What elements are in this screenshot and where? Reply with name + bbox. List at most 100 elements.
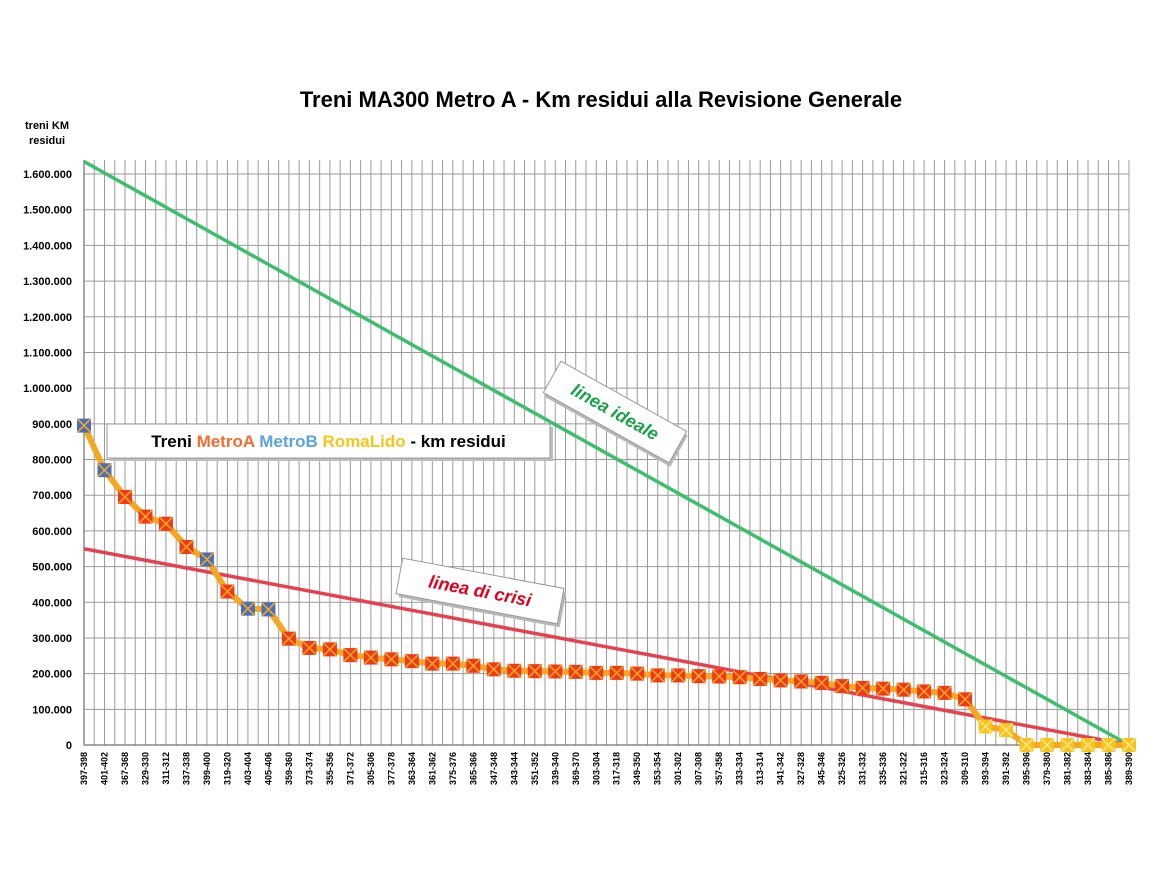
x-tick-label: 339-340 bbox=[550, 752, 560, 785]
x-tick-label: 313-314 bbox=[755, 752, 765, 785]
x-tick-label: 403-404 bbox=[243, 752, 253, 785]
label-frame bbox=[395, 557, 565, 625]
data-point bbox=[794, 674, 809, 689]
data-point bbox=[220, 584, 235, 599]
data-point bbox=[384, 652, 399, 667]
data-point bbox=[1080, 737, 1096, 753]
y-tick-label: 1.500.000 bbox=[23, 205, 72, 217]
x-tick-label: 301-302 bbox=[673, 752, 683, 785]
data-point bbox=[835, 679, 850, 694]
y-tick-label: 1.000.000 bbox=[23, 383, 72, 395]
x-tick-label: 385-386 bbox=[1104, 752, 1114, 785]
x-tick-label: 309-310 bbox=[960, 752, 970, 785]
data-point bbox=[199, 552, 215, 567]
x-tick-label: 379-380 bbox=[1042, 752, 1052, 785]
legend-entry: MetroA bbox=[197, 432, 255, 451]
x-tick-label: 311-312 bbox=[161, 752, 171, 785]
data-point bbox=[855, 680, 870, 695]
y-tick-label: 900.000 bbox=[32, 419, 72, 431]
x-tick-label: 321-322 bbox=[899, 752, 909, 785]
legend-entry: Treni bbox=[151, 432, 196, 451]
data-point bbox=[732, 670, 747, 685]
data-point bbox=[507, 663, 522, 678]
reference-line-label-box: linea ideale bbox=[542, 360, 688, 467]
data-point bbox=[609, 665, 624, 680]
legend-frame bbox=[106, 423, 551, 459]
x-tick-label: 393-394 bbox=[981, 752, 991, 785]
legend: Treni MetroA MetroB RomaLido - km residu… bbox=[106, 423, 553, 461]
y-tick-label: 700.000 bbox=[32, 490, 72, 502]
x-tick-label: 405-406 bbox=[263, 752, 273, 785]
data-point bbox=[589, 665, 604, 680]
x-tick-label: 373-374 bbox=[304, 752, 314, 785]
y-tick-label: 200.000 bbox=[32, 669, 72, 681]
data-point bbox=[712, 669, 727, 684]
x-tick-label: 381-382 bbox=[1063, 752, 1073, 785]
data-point bbox=[425, 656, 440, 671]
reference-line bbox=[83, 546, 1130, 747]
x-tick-label: 331-332 bbox=[858, 752, 868, 785]
data-point bbox=[958, 692, 973, 707]
data-point bbox=[466, 658, 481, 673]
data-point bbox=[1019, 737, 1034, 753]
y-tick-label: 100.000 bbox=[32, 704, 72, 716]
y-axis-label-line2: residui bbox=[29, 135, 65, 147]
data-point bbox=[322, 642, 337, 657]
x-tick-label: 315-316 bbox=[919, 752, 929, 785]
x-tick-label: 363-364 bbox=[407, 752, 417, 785]
y-tick-labels: 0 100.000 200.000 300.000 400.000 500.000 600.… bbox=[23, 169, 72, 752]
x-tick-label: 329-330 bbox=[140, 752, 150, 785]
x-tick-label: 389-390 bbox=[1124, 752, 1134, 785]
legend-entry: MetroB bbox=[259, 432, 318, 451]
x-tick-label: 341-342 bbox=[776, 752, 786, 785]
x-tick-label: 397-398 bbox=[79, 752, 89, 785]
x-tick-label: 355-356 bbox=[325, 752, 335, 785]
data-point bbox=[302, 640, 317, 655]
x-tick-label: 333-334 bbox=[735, 752, 745, 785]
x-tick-label: 401-402 bbox=[99, 752, 109, 785]
data-point bbox=[445, 656, 460, 671]
data-point bbox=[179, 539, 194, 555]
data-point bbox=[773, 673, 788, 688]
data-point bbox=[486, 662, 501, 677]
data-point bbox=[404, 654, 419, 669]
x-tick-label: 325-326 bbox=[837, 752, 847, 785]
data-point bbox=[1039, 737, 1055, 753]
data-point bbox=[138, 509, 153, 524]
x-tick-label: 377-378 bbox=[386, 752, 396, 785]
x-tick-label: 345-346 bbox=[817, 752, 827, 785]
data-point bbox=[568, 664, 583, 679]
data-point bbox=[240, 601, 255, 616]
data-point bbox=[753, 671, 768, 687]
y-tick-label: 300.000 bbox=[32, 633, 72, 645]
data-point bbox=[527, 664, 542, 679]
y-tick-label: 500.000 bbox=[32, 562, 72, 574]
data-point bbox=[261, 602, 276, 617]
x-tick-label: 319-320 bbox=[222, 752, 232, 785]
data-point bbox=[97, 463, 112, 478]
data-point bbox=[630, 666, 645, 681]
x-tick-label: 357-358 bbox=[714, 752, 724, 785]
data-point bbox=[896, 682, 911, 697]
x-tick-label: 361-362 bbox=[427, 752, 437, 785]
x-tick-label: 347-348 bbox=[489, 752, 499, 785]
data-point bbox=[343, 648, 358, 663]
data-point bbox=[117, 489, 133, 505]
x-tick-label: 383-384 bbox=[1083, 752, 1093, 785]
x-tick-label: 365-366 bbox=[468, 752, 478, 785]
data-point bbox=[363, 650, 378, 665]
y-tick-label: 1.100.000 bbox=[23, 347, 72, 359]
x-tick-label: 369-370 bbox=[571, 752, 581, 785]
data-point bbox=[876, 681, 891, 696]
x-tick-label: 317-318 bbox=[612, 752, 622, 785]
x-tick-label: 335-336 bbox=[878, 752, 888, 785]
data-point bbox=[1121, 737, 1137, 753]
y-tick-label: 1.200.000 bbox=[23, 312, 72, 324]
legend-entry: RomaLido bbox=[323, 432, 406, 451]
x-tick-label: 323-324 bbox=[940, 752, 950, 785]
x-tick-label: 305-306 bbox=[366, 752, 376, 785]
data-point bbox=[917, 684, 932, 699]
x-tick-label: 391-392 bbox=[1001, 752, 1011, 785]
label-frame bbox=[542, 360, 688, 464]
